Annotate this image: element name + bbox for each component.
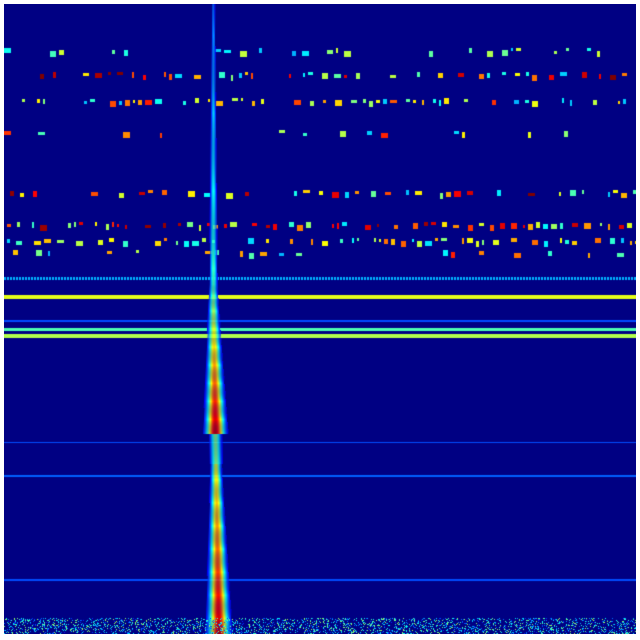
heatmap-canvas — [4, 4, 636, 634]
spectrogram-heatmap — [4, 4, 636, 634]
